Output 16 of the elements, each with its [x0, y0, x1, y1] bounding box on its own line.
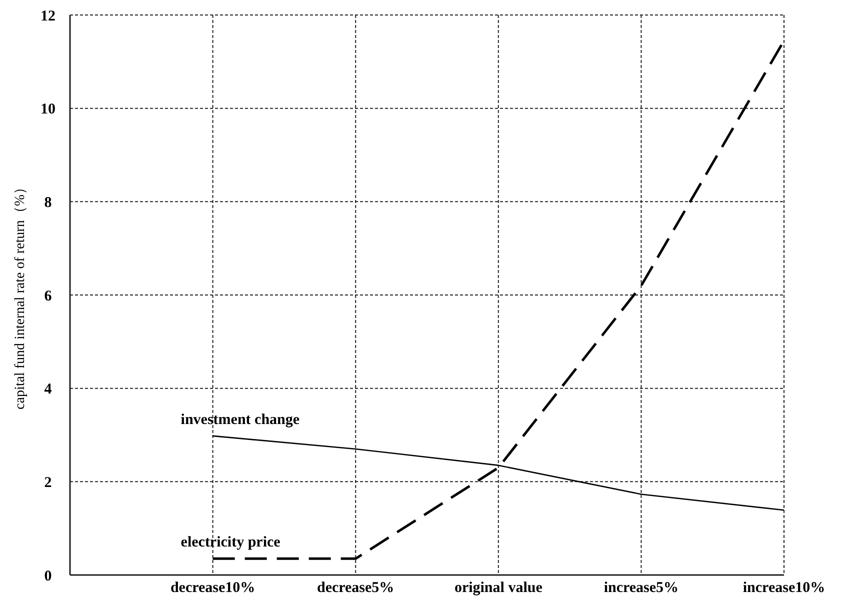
series-label: electricity price: [180, 534, 281, 551]
line-series: [212, 435, 785, 511]
y-axis-title: capital fund internal rate of return（%）: [13, 180, 28, 410]
y-tick-label: 0: [44, 568, 52, 584]
x-tick-label: increase10%: [742, 580, 826, 596]
y-tick-label: 12: [40, 8, 56, 24]
y-tick-label: 2: [44, 474, 52, 491]
y-tick-label: 10: [40, 102, 56, 118]
y-tick-label: 8: [44, 194, 52, 211]
x-tick-label: decrease5%: [317, 580, 394, 596]
series-label: investment change: [180, 412, 300, 428]
x-tick-label: increase5%: [604, 580, 679, 596]
y-tick-label: 4: [44, 382, 52, 398]
x-tick-label: original value: [454, 580, 543, 596]
y-tick-label: 6: [44, 288, 52, 304]
x-tick-label: decrease10%: [170, 580, 256, 596]
